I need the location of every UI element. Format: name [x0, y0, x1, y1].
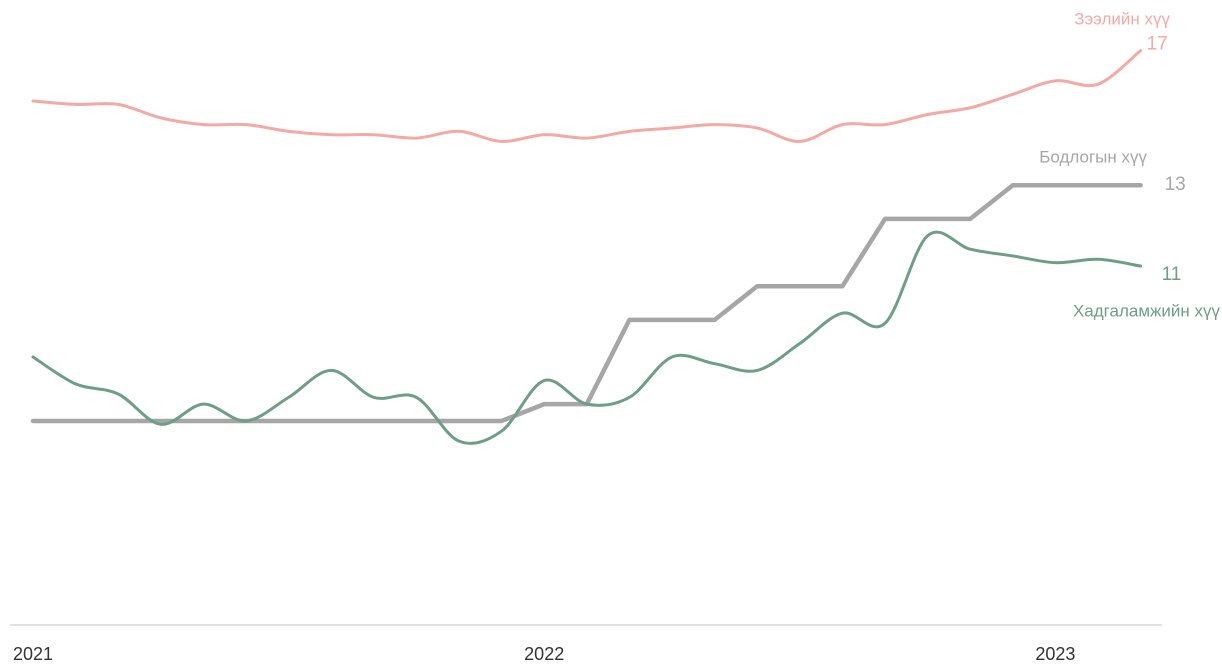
x-tick-label: 2023	[1035, 644, 1075, 664]
value-label: 11	[1162, 264, 1182, 285]
x-tick-label: 2022	[524, 644, 564, 664]
value-label: 13	[1165, 174, 1186, 195]
series-name: Хадгаламжийн хүү	[1073, 301, 1221, 320]
series-line	[31, 49, 1143, 143]
value-label: 17	[1147, 34, 1168, 55]
series-line	[30, 182, 1143, 424]
series-name: Бодлогын хүү	[1039, 147, 1147, 166]
series-name: Зээлийн хүү	[1074, 9, 1170, 28]
x-tick-label: 2021	[13, 644, 53, 664]
series-line	[31, 230, 1143, 445]
